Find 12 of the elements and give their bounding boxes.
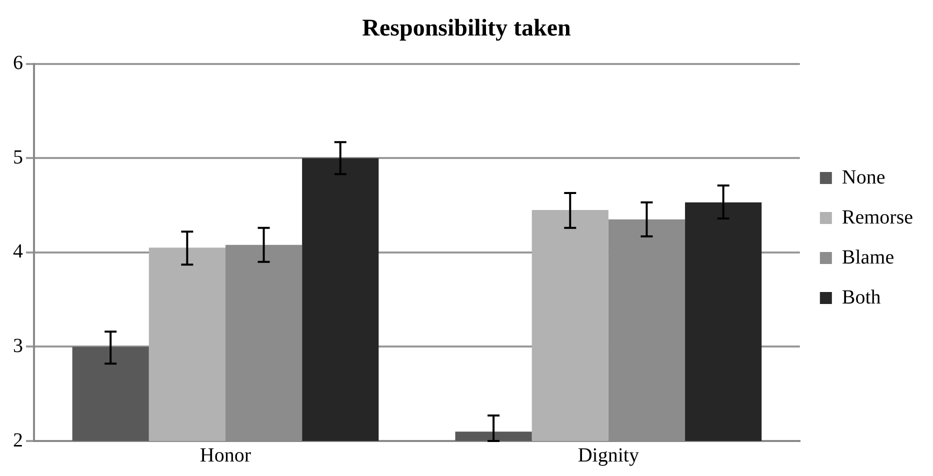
legend-label: None bbox=[842, 166, 886, 188]
x-tick-label: Honor bbox=[200, 444, 252, 466]
legend-label: Remorse bbox=[842, 206, 914, 228]
y-tick-label: 3 bbox=[13, 334, 23, 357]
legend-label: Both bbox=[842, 286, 881, 308]
x-tick-label: Dignity bbox=[578, 444, 639, 466]
y-tick-label: 6 bbox=[13, 52, 23, 74]
chart-title: Responsibility taken bbox=[362, 16, 571, 42]
legend-label: Blame bbox=[842, 246, 894, 268]
y-tick-label: 5 bbox=[13, 146, 23, 168]
y-tick-label: 4 bbox=[13, 240, 23, 263]
y-tick-label: 2 bbox=[13, 429, 23, 452]
